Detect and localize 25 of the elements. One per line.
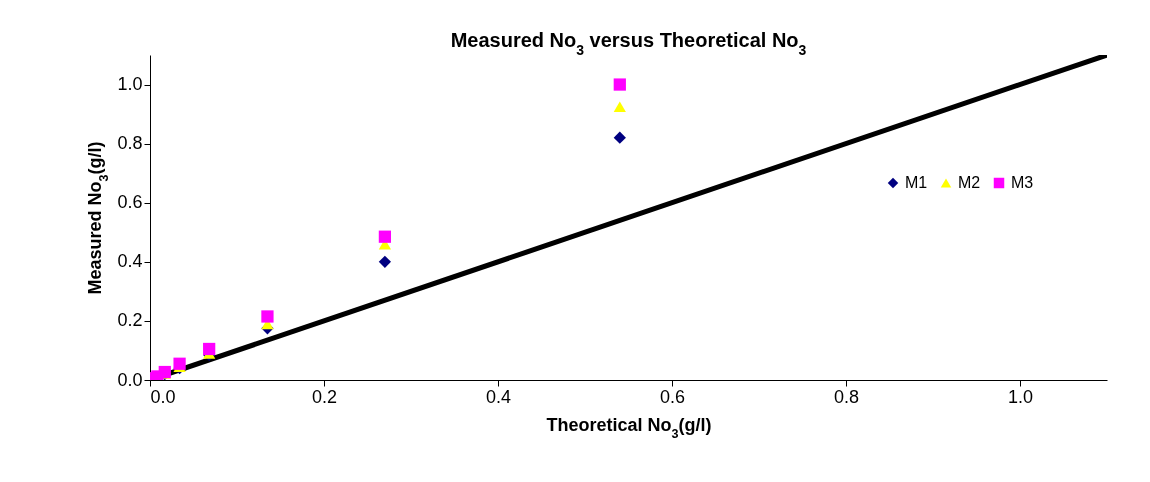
point [261,310,274,323]
legend-label: M2 [958,174,981,191]
y-tick-label: 0.8 [117,133,143,154]
x-tick-label: 0.4 [485,386,512,407]
y-tick-label: 0.6 [117,192,143,213]
x-axis-title: Theoretical No$_{3}$(g/l) [546,414,712,441]
x-tick-label: 1.0 [1007,386,1034,407]
point [378,255,392,268]
chart-title: Measured No$_{3}$ versus Theoretical No$_{3}$ [450,29,807,58]
y-tick-label: 1.0 [117,74,143,95]
point [613,131,626,144]
point [613,78,626,91]
x-tick-label: 0.0 [150,386,176,407]
point [173,357,186,370]
legend-label: M1 [905,174,928,191]
x-tick-label: 0.2 [311,386,338,407]
x-tick-label: 0.6 [659,386,686,407]
y-tick-label: 0.2 [117,310,143,331]
x-tick-label: 0.8 [833,386,860,407]
legend-label: M3 [1011,174,1034,191]
point [613,101,626,113]
point [203,342,216,356]
point [378,230,392,243]
y-tick-label: 0.0 [117,369,143,390]
y-tick-label: 0.4 [117,251,143,272]
